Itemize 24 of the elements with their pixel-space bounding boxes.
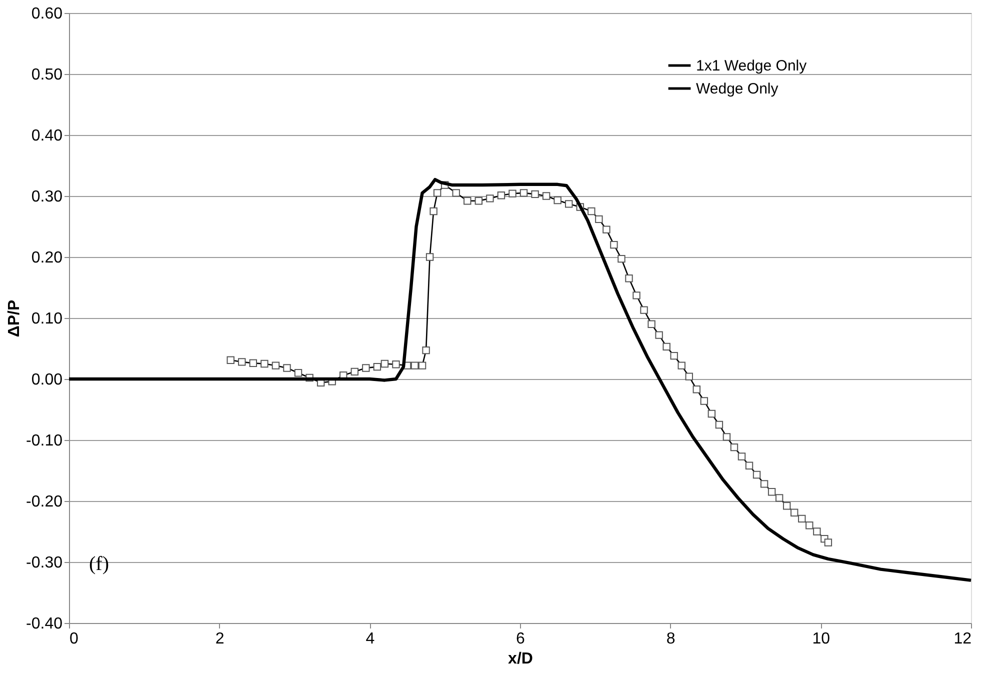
y-tick-label: 0.30: [31, 188, 63, 206]
x-tick-label: 10: [812, 630, 830, 648]
x-tick-label: 4: [366, 630, 375, 648]
x-tick-label: 6: [516, 630, 526, 648]
annotation: (f): [89, 553, 109, 575]
y-tick-label: -0.30: [26, 554, 63, 572]
x-tick-label: 2: [215, 630, 224, 648]
y-axis-title: ΔP/P: [6, 300, 24, 338]
x-tick-label: 12: [954, 630, 972, 648]
y-tick-label: -0.10: [26, 432, 63, 450]
y-tick-label: 0.60: [31, 6, 63, 22]
legend-label: Wedge Only: [696, 80, 779, 98]
x-tick-label: 0: [70, 630, 78, 648]
y-tick-label: 0.40: [31, 128, 63, 144]
legend-label: 1x1 Wedge Only: [696, 58, 808, 74]
x-axis-title: x/D: [508, 650, 533, 668]
y-tick-label: 0.50: [31, 66, 63, 84]
y-tick-label: 0.20: [31, 250, 63, 266]
x-tick-label: 8: [666, 630, 676, 648]
y-tick-label: 0.00: [31, 372, 63, 388]
y-tick-label: -0.20: [26, 494, 63, 510]
line-series: [67, 178, 973, 582]
y-tick-label: -0.40: [26, 616, 63, 632]
y-tick-label: 0.10: [31, 310, 63, 328]
